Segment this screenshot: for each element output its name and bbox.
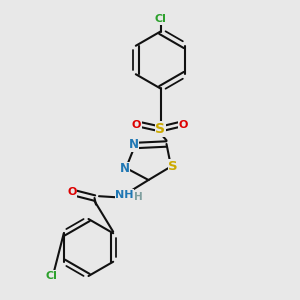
Text: S: S (155, 122, 166, 136)
Text: Cl: Cl (154, 14, 166, 25)
Text: O: O (178, 119, 188, 130)
Text: N: N (119, 162, 130, 175)
Text: H: H (134, 192, 142, 203)
Text: NH: NH (115, 190, 134, 200)
Text: N: N (128, 138, 139, 151)
Text: Cl: Cl (45, 271, 57, 281)
Text: O: O (67, 187, 77, 197)
Text: O: O (132, 119, 141, 130)
Text: S: S (168, 160, 178, 173)
